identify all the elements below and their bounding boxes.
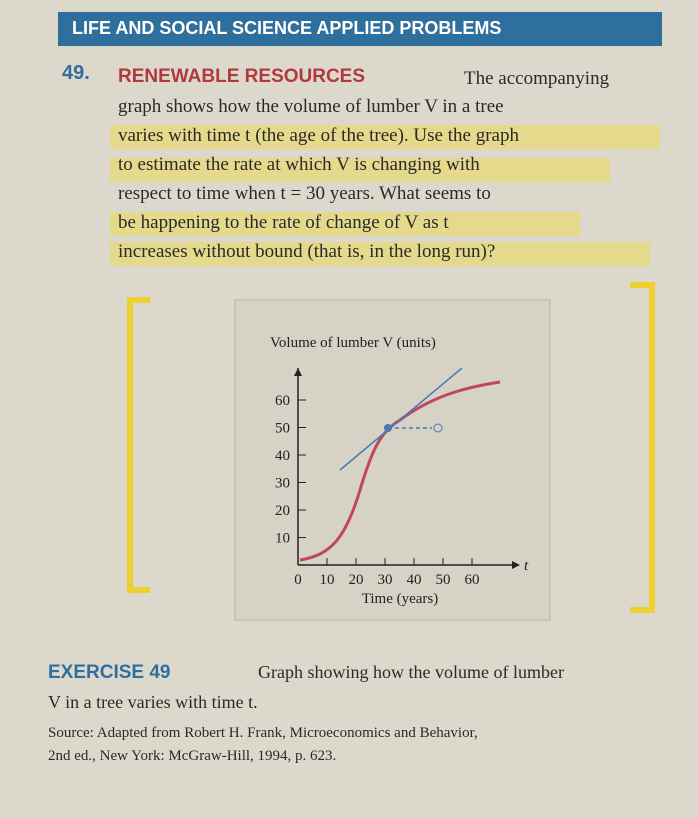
y-tick-label: 10	[275, 531, 290, 547]
point	[433, 423, 443, 433]
graph-panel	[234, 299, 551, 621]
problem-text: The accompanying	[464, 68, 610, 89]
axis-var: t	[524, 558, 529, 574]
bracket	[127, 297, 150, 593]
problem-heading: RENEWABLE RESOURCES	[118, 66, 366, 87]
header-bar	[58, 12, 662, 46]
x-tick-label: 10	[320, 572, 335, 588]
problem-text: be happening to the rate of change of V …	[118, 212, 449, 233]
problem-text: to estimate the rate at which V is chang…	[118, 154, 480, 175]
arrow	[294, 368, 302, 376]
x-tick-label: 0	[294, 572, 302, 588]
axis-label: Volume of lumber V (units)	[270, 335, 436, 351]
problem-text: increases without bound (that is, in the…	[118, 241, 496, 262]
header-title: LIFE AND SOCIAL SCIENCE APPLIED PROBLEMS	[72, 18, 502, 38]
axis-label: Time (years)	[362, 591, 439, 607]
point	[384, 424, 392, 432]
problem-number: 49.	[62, 62, 90, 84]
source: Source: Adapted from Robert H. Frank, Mi…	[48, 725, 478, 741]
highlight	[110, 242, 650, 266]
problem-text: graph shows how the volume of lumber V i…	[118, 96, 504, 117]
x-tick-label: 40	[407, 572, 422, 588]
x-tick-label: 50	[436, 572, 451, 588]
y-tick-label: 60	[275, 393, 290, 409]
tangent-line	[339, 367, 463, 471]
x-tick-label: 60	[465, 572, 480, 588]
caption-text: Graph showing how the volume of lumber	[258, 662, 564, 682]
x-tick-label: 20	[349, 572, 364, 588]
caption-text: V in a tree varies with time t.	[48, 692, 258, 712]
volume-curve	[299, 380, 501, 562]
highlight	[110, 158, 610, 182]
problem-text: varies with time t (the age of the tree)…	[118, 125, 519, 146]
bracket	[630, 282, 655, 613]
highlight	[110, 125, 660, 149]
x-tick-label: 30	[378, 572, 393, 588]
caption-label: EXERCISE 49	[48, 662, 171, 683]
y-tick-label: 50	[275, 421, 290, 437]
arrow	[512, 561, 520, 569]
y-tick-label: 20	[275, 503, 290, 519]
problem-text: respect to time when t = 30 years. What …	[118, 183, 491, 204]
y-tick-label: 40	[275, 448, 290, 464]
source: 2nd ed., New York: McGraw-Hill, 1994, p.…	[48, 748, 337, 764]
y-tick-label: 30	[275, 476, 290, 492]
highlight	[110, 212, 580, 236]
